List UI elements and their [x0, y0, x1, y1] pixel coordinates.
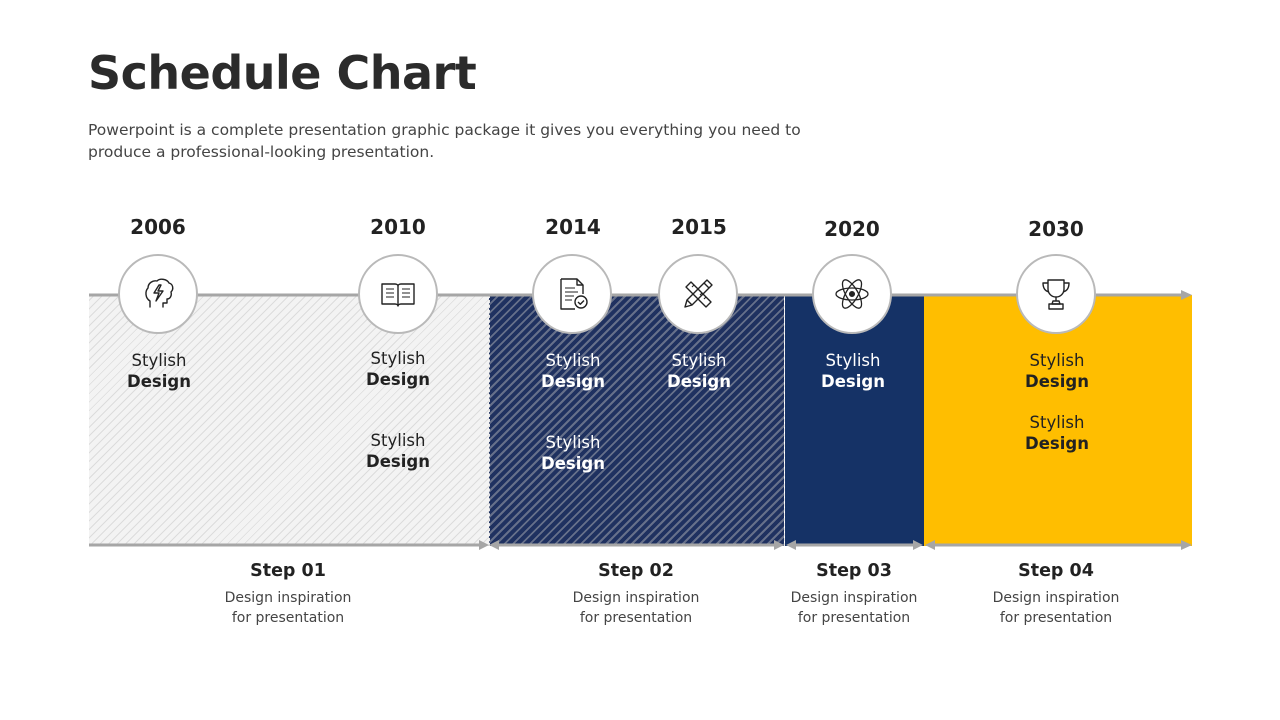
- step-description: Design inspiration for presentation: [790, 590, 918, 626]
- step-title: Step 02: [598, 561, 674, 581]
- milestone-year: 2014: [545, 215, 601, 239]
- step-03-span-arrow: [786, 540, 923, 550]
- milestone-node: [358, 254, 438, 334]
- step-02-span-arrow: [489, 540, 784, 550]
- brain-lightning-icon: [145, 278, 174, 308]
- milestone-year: 2010: [370, 215, 426, 239]
- document-check-icon: [560, 278, 588, 310]
- milestone-year: 2015: [671, 215, 727, 239]
- milestone-node: [812, 254, 892, 334]
- step-01-region: [89, 295, 489, 546]
- step-description: Design inspiration for presentation: [224, 590, 352, 626]
- step-description: Design inspiration for presentation: [992, 590, 1120, 626]
- milestone-node: [1016, 254, 1096, 334]
- step-title: Step 03: [816, 561, 892, 581]
- top-timeline-arrowhead: [1181, 290, 1192, 300]
- step-04-region: [924, 295, 1192, 546]
- step-04-span-arrow: [925, 540, 1192, 550]
- milestone-node: [532, 254, 612, 334]
- milestone-node: [658, 254, 738, 334]
- subtitle-line-1: Powerpoint is a complete presentation gr…: [88, 121, 801, 139]
- trophy-icon: [1042, 279, 1070, 310]
- milestone-year: 2006: [130, 215, 186, 239]
- open-book-icon: [381, 283, 415, 307]
- page-subtitle: Powerpoint is a complete presentation gr…: [88, 119, 848, 163]
- milestone-label: Stylish Design: [821, 351, 885, 391]
- atom-icon: [835, 279, 869, 309]
- milestone-year: 2020: [824, 217, 880, 241]
- milestone-label: Stylish Design: [127, 351, 191, 391]
- milestone-label: Stylish Design: [541, 433, 605, 473]
- pencil-ruler-icon: [684, 279, 713, 308]
- milestone-label: Stylish Design: [366, 349, 430, 389]
- step-01-span-arrow: [89, 540, 489, 550]
- step-title: Step 01: [250, 561, 326, 581]
- milestone-label: Stylish Design: [1025, 351, 1089, 391]
- step-divider: [784, 295, 785, 546]
- subtitle-line-2: produce a professional-looking presentat…: [88, 143, 435, 161]
- step-divider: [489, 295, 490, 546]
- milestone-label: Stylish Design: [366, 431, 430, 471]
- milestone-label: Stylish Design: [1025, 413, 1089, 453]
- step-description: Design inspiration for presentation: [572, 590, 700, 626]
- milestone-label: Stylish Design: [667, 351, 731, 391]
- step-title: Step 04: [1018, 561, 1094, 581]
- step-02-region: [489, 295, 784, 546]
- step-03-region: [785, 295, 924, 546]
- milestone-year: 2030: [1028, 217, 1084, 241]
- page-title: Schedule Chart: [88, 46, 477, 100]
- milestone-node: [118, 254, 198, 334]
- milestone-label: Stylish Design: [541, 351, 605, 391]
